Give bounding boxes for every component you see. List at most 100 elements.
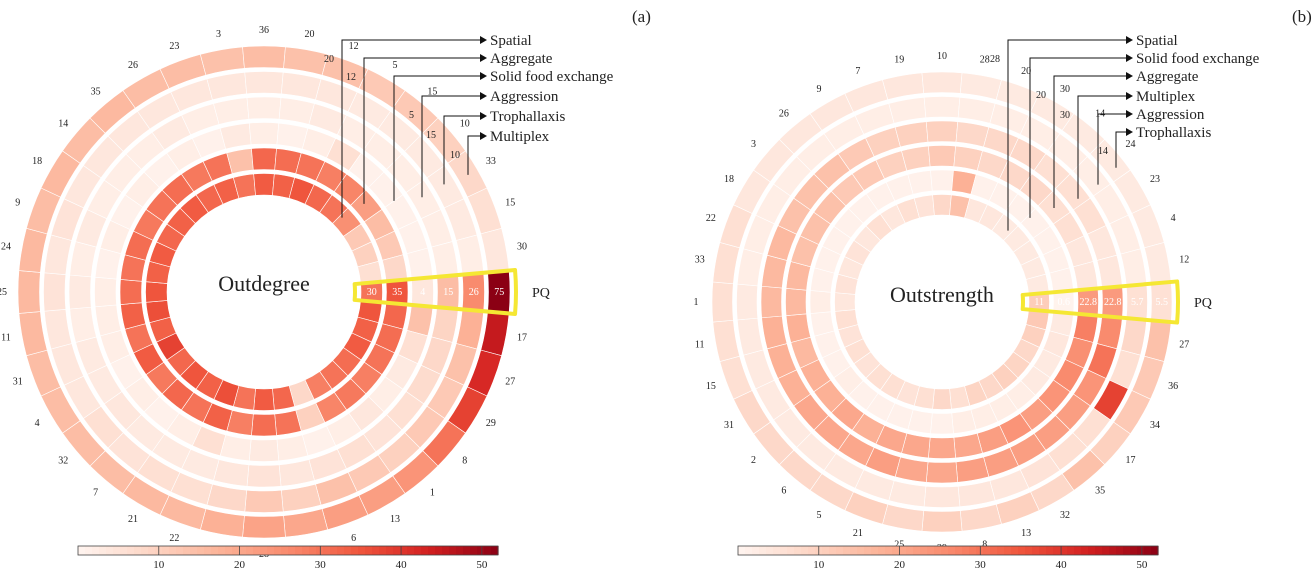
heat-cell-track4-node28 <box>957 96 996 124</box>
heat-cell-track2-node18 <box>94 276 117 308</box>
track-leader-arrow <box>1126 92 1133 100</box>
node-label: 27 <box>1179 340 1189 351</box>
colorbar-swatch <box>976 546 984 555</box>
colorbar-swatch <box>864 546 872 555</box>
colorbar-swatch <box>1074 546 1082 555</box>
colorbar-swatch <box>801 546 809 555</box>
track-leader-arrow <box>480 36 487 44</box>
track-leader-value: 10 <box>450 150 460 161</box>
colorbar-swatch <box>323 546 331 555</box>
pq-value-label: 15 <box>443 287 453 298</box>
node-label: 4 <box>1171 213 1176 224</box>
node-label: 4 <box>35 418 40 429</box>
panel-b-tag: (b) <box>1292 7 1312 26</box>
track-leader-value: 12 <box>346 72 356 83</box>
heat-cell-track1-node27 <box>251 147 277 171</box>
heat-cell-track0-node9 <box>253 388 275 411</box>
colorbar-swatch <box>983 546 991 555</box>
colorbar-swatch <box>1053 546 1061 555</box>
colorbar-swatch <box>99 546 107 555</box>
heat-cell-track2-node26 <box>219 122 252 150</box>
colorbar-tick-label: 10 <box>813 559 825 571</box>
heat-cell-track3-node9 <box>246 464 282 488</box>
colorbar-swatch <box>477 546 485 555</box>
colorbar-swatch <box>843 546 851 555</box>
heat-cell-track5-node17 <box>18 311 48 357</box>
heat-cell-track4-node35 <box>455 234 484 275</box>
heat-cell-track4-node8 <box>957 480 996 508</box>
node-label: 36 <box>1168 381 1178 392</box>
heat-cell-track4-node19 <box>44 234 73 275</box>
node-label: 15 <box>427 86 437 97</box>
heat-cell-track2-node27 <box>248 122 280 145</box>
heat-cell-track3-node1 <box>1096 315 1123 350</box>
heat-cell-track5-node27 <box>921 71 963 94</box>
heat-cell-track3-node1 <box>431 306 459 343</box>
colorbar-tick-label: 40 <box>396 559 408 571</box>
track-leader-arrow <box>1126 72 1133 80</box>
colorbar-swatch <box>1102 546 1110 555</box>
heat-cell-track2-node27 <box>928 145 956 167</box>
heat-cell-track2-node35 <box>1073 261 1099 291</box>
colorbar-swatch <box>1060 546 1068 555</box>
colorbar-swatch <box>962 546 970 555</box>
colorbar-swatch <box>414 546 422 555</box>
node-label: 26 <box>128 60 138 71</box>
node-label: 9 <box>817 84 822 95</box>
colorbar-swatch <box>484 546 492 555</box>
node-label: 18 <box>32 156 42 167</box>
outdegree-center-label: Outdegree <box>218 271 310 296</box>
track-leader-line <box>1115 131 1130 168</box>
track-label: Aggregate <box>1136 69 1199 85</box>
colorbar-swatch <box>850 546 858 555</box>
track-leader-value: 15 <box>426 130 436 141</box>
colorbar-tick-label: 30 <box>315 559 327 571</box>
pq-value-label: 22.8 <box>1080 297 1098 308</box>
track-leader-value: 30 <box>1060 110 1070 121</box>
outdegree-track-leaders: Spatial 20 Aggregate 12 Solid food exchange A… <box>324 33 614 218</box>
colorbar-swatch <box>456 546 464 555</box>
track-leader-value: 14 <box>1098 146 1108 157</box>
heat-cell-track3-node9 <box>925 461 959 484</box>
node-label: 14 <box>58 119 68 130</box>
node-label: 22 <box>706 213 716 224</box>
node-label: 33 <box>695 254 705 265</box>
node-label: 13 <box>1021 528 1031 539</box>
heat-cell-track1-node9 <box>251 413 277 437</box>
heat-cell-track1-node18 <box>119 279 143 305</box>
heat-cell-track3-node10 <box>213 459 250 487</box>
node-label: 36 <box>259 25 269 36</box>
heat-cell-track5-node19 <box>18 227 48 273</box>
colorbar-swatch <box>113 546 121 555</box>
pq-value-label: 4 <box>420 287 425 298</box>
node-label: 17 <box>517 332 527 343</box>
node-label: 34 <box>1150 420 1160 431</box>
node-label: 28 <box>980 55 990 66</box>
heat-cell-track5-node9 <box>242 515 286 539</box>
heat-cell-track5-node19 <box>712 242 741 285</box>
heat-cell-track5-node26 <box>199 46 245 76</box>
heat-cell-track3-node27 <box>246 96 282 120</box>
colorbar-swatch <box>162 546 170 555</box>
colorbar-swatch <box>351 546 359 555</box>
pq-value-label: 26 <box>469 287 479 298</box>
colorbar-swatch <box>871 546 879 555</box>
colorbar-swatch <box>470 546 478 555</box>
colorbar-swatch <box>372 546 380 555</box>
track-leader-arrow <box>480 132 487 140</box>
heat-cell-track5-node8 <box>959 503 1002 532</box>
outstrength-rings <box>711 71 1173 533</box>
node-label: 35 <box>1095 485 1105 496</box>
heat-cell-track3-node19 <box>69 241 97 278</box>
heat-cell-track0-node18 <box>834 292 856 312</box>
colorbar-swatch <box>386 546 394 555</box>
track-leader-value: 20 <box>1036 90 1046 101</box>
track-leader-line <box>1097 113 1130 185</box>
heat-cell-track3-node28 <box>955 121 990 148</box>
heat-cell-track4-node1 <box>1120 317 1148 356</box>
track-leader-arrow <box>1126 128 1133 136</box>
colorbar-swatch <box>337 546 345 555</box>
heat-cell-track5-node17 <box>712 319 741 362</box>
node-label: 15 <box>505 197 515 208</box>
heat-cell-track3-node10 <box>894 456 929 483</box>
